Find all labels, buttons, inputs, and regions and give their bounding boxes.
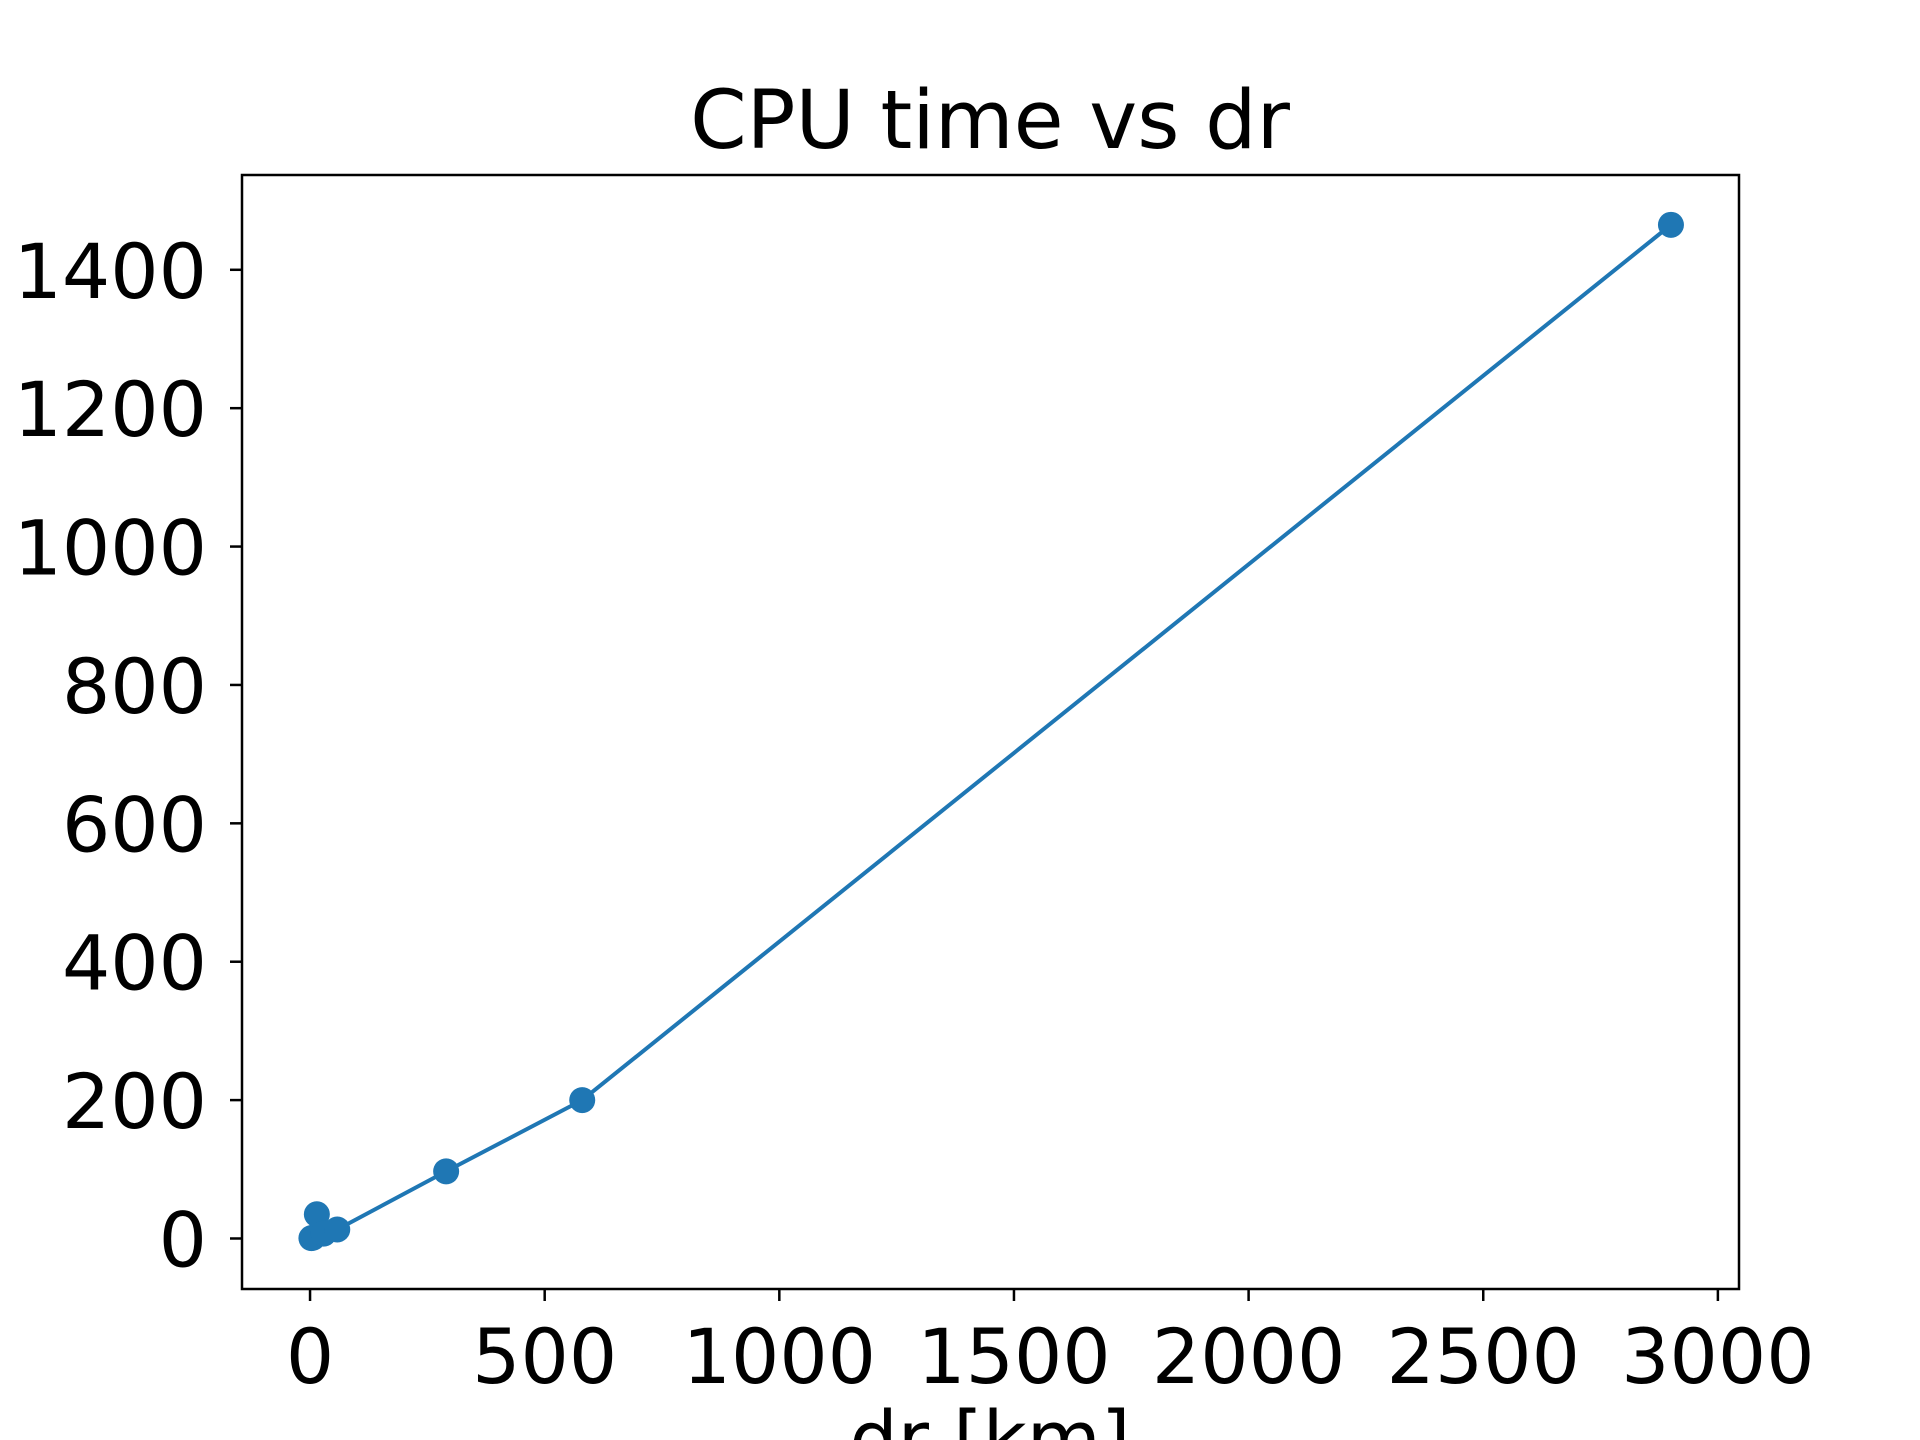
- y-tick-label: 600: [62, 780, 207, 869]
- chart-title: CPU time vs dr: [690, 74, 1290, 168]
- y-tick-label: 800: [62, 642, 207, 731]
- y-tick-label: 1200: [14, 365, 207, 454]
- data-point: [324, 1216, 351, 1243]
- y-tick-label: 200: [62, 1057, 207, 1146]
- data-point: [1657, 211, 1684, 238]
- x-tick-label: 0: [286, 1312, 334, 1401]
- x-tick-label: 1500: [917, 1312, 1110, 1401]
- y-tick-label: 0: [159, 1195, 207, 1284]
- x-tick-label: 2000: [1152, 1312, 1345, 1401]
- x-axis-label: dr [km]: [850, 1394, 1131, 1440]
- x-tick-label: 500: [472, 1312, 617, 1401]
- y-tick-label: 1400: [14, 227, 207, 316]
- data-point: [433, 1158, 460, 1185]
- axis-ticks: 0 500 1000 1500 2000 2500 3000 0 200 400 600 800 100…: [14, 227, 1815, 1401]
- x-tick-label: 1000: [683, 1312, 876, 1401]
- x-tick-label: 3000: [1621, 1312, 1814, 1401]
- plot-area-frame: [240, 173, 1741, 1291]
- y-tick-label: 400: [62, 919, 207, 1008]
- x-tick-label: 2500: [1387, 1312, 1580, 1401]
- series-layer: [298, 211, 1684, 1252]
- data-point: [569, 1087, 596, 1114]
- y-tick-label: 1000: [14, 504, 207, 593]
